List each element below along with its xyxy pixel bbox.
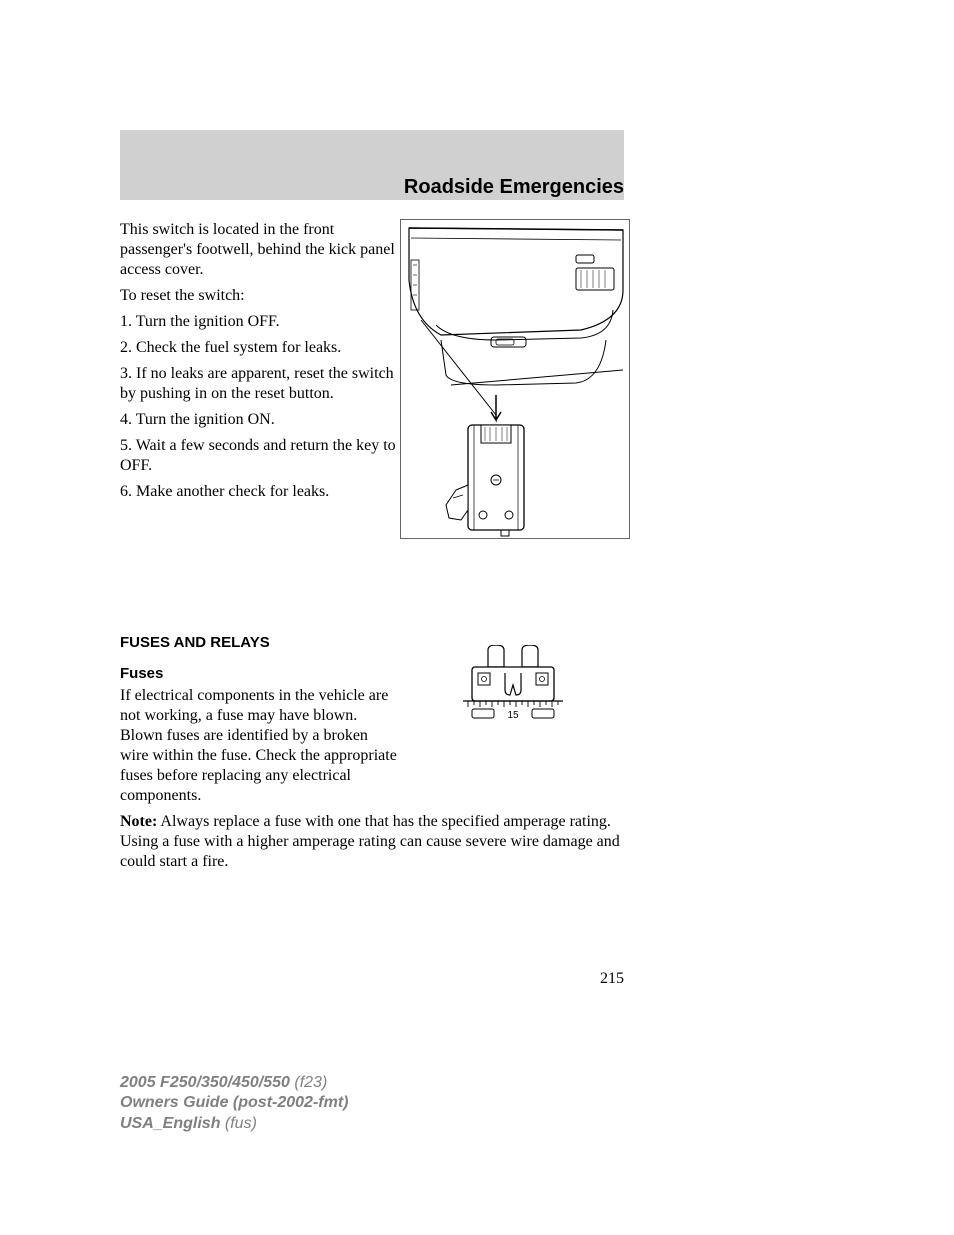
section-title: Roadside Emergencies: [404, 176, 624, 199]
intro-paragraph: This switch is located in the front pass…: [120, 220, 400, 280]
step-1: 1. Turn the ignition OFF.: [120, 312, 400, 332]
step-4: 4. Turn the ignition ON.: [120, 410, 400, 430]
note-label: Note:: [120, 813, 157, 830]
footer-line-2: Owners Guide (post-2002-fmt): [120, 1093, 348, 1114]
step-2: 2. Check the fuel system for leaks.: [120, 338, 400, 358]
note-text: Always replace a fuse with one that has …: [120, 813, 620, 870]
page-number: 215: [600, 970, 624, 988]
fuse-amperage-label: 15: [507, 710, 519, 721]
footer-block: 2005 F250/350/450/550 (f23) Owners Guide…: [120, 1073, 348, 1135]
footer-line-3: USA_English (fus): [120, 1114, 348, 1135]
step-3: 3. If no leaks are apparent, reset the s…: [120, 364, 400, 404]
body-content: This switch is located in the front pass…: [120, 220, 630, 878]
fuse-illustration: 15: [458, 645, 568, 725]
fuse-note: Note: Always replace a fuse with one tha…: [120, 812, 620, 872]
fuses-paragraph: If electrical components in the vehicle …: [120, 686, 400, 806]
footer-line-1: 2005 F250/350/450/550 (f23): [120, 1073, 348, 1094]
step-6: 6. Make another check for leaks.: [120, 482, 400, 502]
manual-page: Roadside Emergencies: [0, 0, 954, 1235]
reset-intro: To reset the switch:: [120, 286, 400, 306]
step-5: 5. Wait a few seconds and return the key…: [120, 436, 400, 476]
